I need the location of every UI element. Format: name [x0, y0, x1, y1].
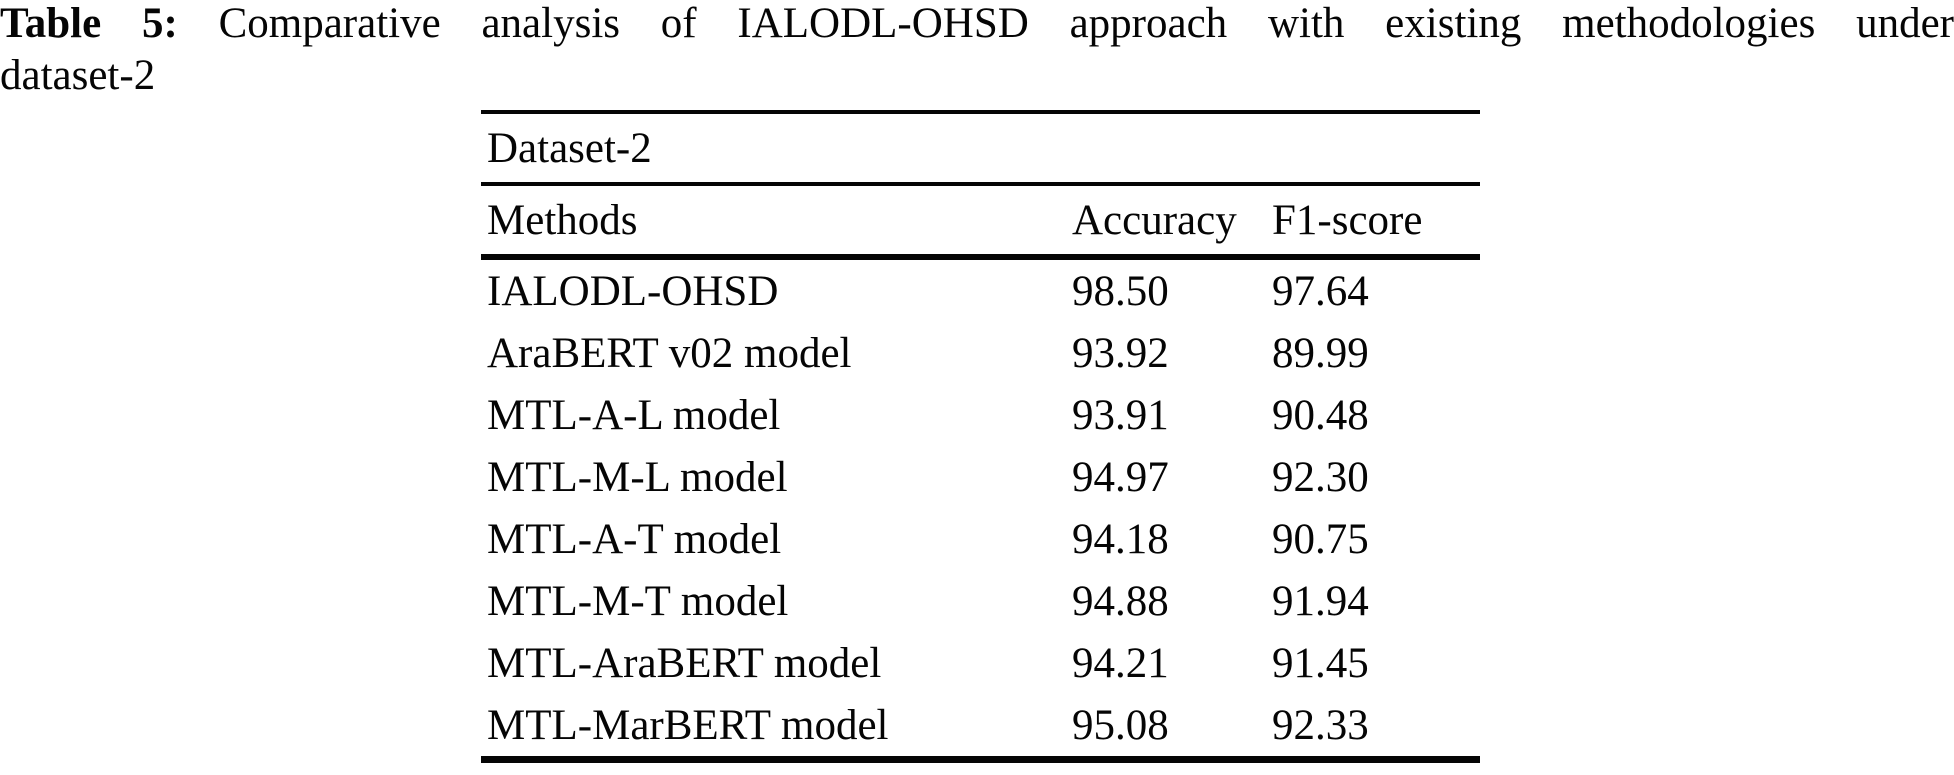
method-cell: MTL-A-L model	[487, 391, 781, 439]
table-row: MTL-A-L model 93.91 90.48	[481, 384, 1480, 446]
accuracy-cell: 98.50	[1072, 267, 1169, 315]
method-cell: MTL-M-T model	[487, 577, 789, 625]
f1-cell: 89.99	[1272, 329, 1369, 377]
comparison-table: Dataset-2 Methods Accuracy F1-score IALO…	[481, 110, 1480, 763]
f1-cell: 97.64	[1272, 267, 1369, 315]
table-row: IALODL-OHSD 98.50 97.64	[481, 260, 1480, 322]
table-row: MTL-M-L model 94.97 92.30	[481, 446, 1480, 508]
caption-line1: Table 5: Comparative analysis of IALODL-…	[0, 0, 1954, 50]
accuracy-cell: 93.92	[1072, 329, 1169, 377]
caption-line2: dataset-2	[0, 52, 156, 99]
accuracy-cell: 94.18	[1072, 515, 1169, 563]
method-cell: IALODL-OHSD	[487, 267, 779, 315]
method-cell: MTL-AraBERT model	[487, 639, 882, 687]
caption-text: Comparative analysis of IALODL-OHSD appr…	[177, 0, 1954, 47]
table-row: MTL-MarBERT model 95.08 92.33	[481, 694, 1480, 756]
f1-cell: 91.94	[1272, 577, 1369, 625]
method-cell: MTL-A-T model	[487, 515, 782, 563]
table-row: MTL-AraBERT model 94.21 91.45	[481, 632, 1480, 694]
accuracy-cell: 94.88	[1072, 577, 1169, 625]
table-caption: Table 5: Comparative analysis of IALODL-…	[0, 0, 1954, 102]
accuracy-cell: 94.97	[1072, 453, 1169, 501]
col-header-methods: Methods	[487, 196, 638, 244]
table-body: IALODL-OHSD 98.50 97.64 AraBERT v02 mode…	[481, 260, 1480, 763]
table-row: MTL-A-T model 94.18 90.75	[481, 508, 1480, 570]
accuracy-cell: 93.91	[1072, 391, 1169, 439]
f1-cell: 92.30	[1272, 453, 1369, 501]
method-cell: AraBERT v02 model	[487, 329, 852, 377]
accuracy-cell: 95.08	[1072, 701, 1169, 749]
table-row: AraBERT v02 model 93.92 89.99	[481, 322, 1480, 384]
table-group-header: Dataset-2	[481, 114, 1480, 186]
f1-cell: 92.33	[1272, 701, 1369, 749]
table-header-row: Methods Accuracy F1-score	[481, 186, 1480, 260]
accuracy-cell: 94.21	[1072, 639, 1169, 687]
method-cell: MTL-MarBERT model	[487, 701, 889, 749]
f1-cell: 90.48	[1272, 391, 1369, 439]
f1-cell: 90.75	[1272, 515, 1369, 563]
col-header-accuracy: Accuracy	[1072, 196, 1237, 244]
caption-table-number: Table 5:	[0, 0, 178, 47]
method-cell: MTL-M-L model	[487, 453, 788, 501]
table-row: MTL-M-T model 94.88 91.94	[481, 570, 1480, 632]
col-header-f1score: F1-score	[1272, 196, 1423, 244]
f1-cell: 91.45	[1272, 639, 1369, 687]
